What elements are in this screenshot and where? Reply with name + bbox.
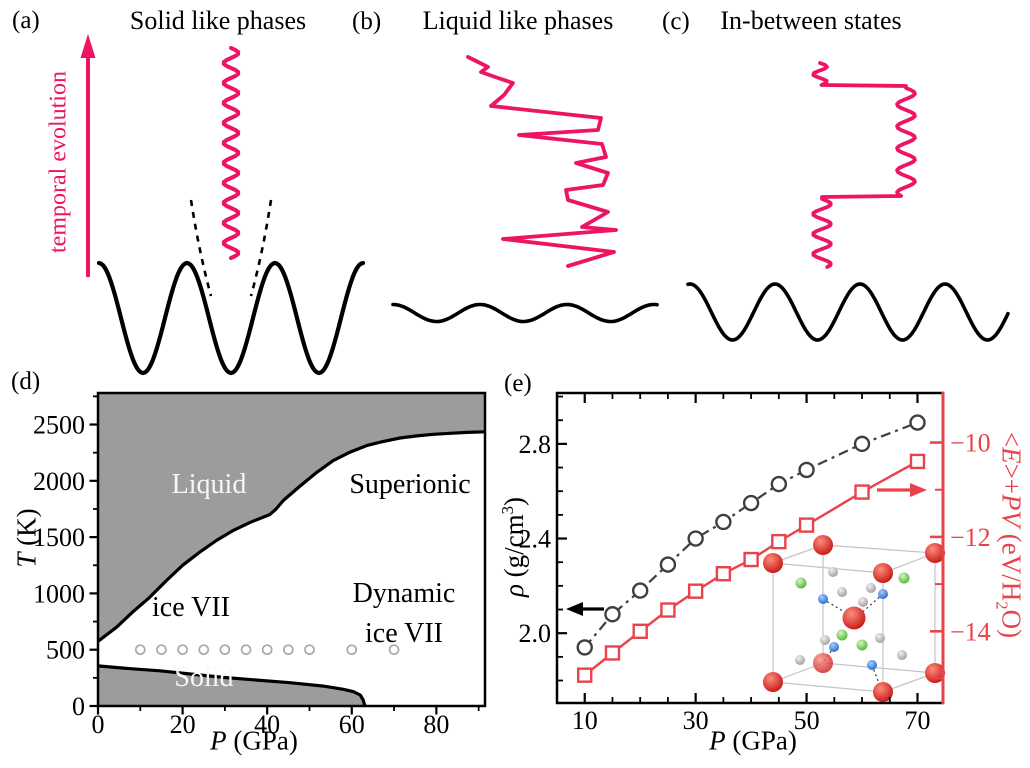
svg-text:80: 80	[423, 710, 449, 739]
phase-diagram: 0 20 40 60 80 0 500 1000 1500 2000 2500	[33, 391, 487, 739]
panel-a-art	[80, 34, 366, 376]
phase-diagram-xaxis-title: P (GPa)	[210, 726, 298, 757]
p-unit-d: (GPa)	[226, 725, 298, 756]
yr-V: V	[996, 510, 1027, 528]
density-energy-plot: 10 30 50 70 2.0 2.4 2.8 −10 −12 −14	[519, 391, 991, 735]
panel-c-label: (c)	[662, 8, 690, 35]
density-plot-right-axis: −10 −12 −14	[930, 429, 991, 680]
rho-unit-2: )	[499, 496, 529, 506]
svg-text:0: 0	[72, 692, 85, 721]
panel-d-label: (d)	[11, 368, 41, 395]
panel-b-title: Liquid like phases	[422, 6, 614, 35]
p-symbol-e: P	[709, 725, 726, 756]
svg-text:60: 60	[339, 710, 365, 739]
svg-text:−14: −14	[950, 617, 991, 646]
phase-diagram-x-axis: 0 20 40 60 80	[92, 706, 480, 739]
liquid-trajectory	[466, 55, 618, 268]
yr-4: O)	[996, 609, 1027, 639]
dashed-parabola-left	[189, 199, 213, 297]
yr-E: E	[996, 447, 1027, 464]
svg-text:50: 50	[794, 706, 820, 735]
svg-text:2000: 2000	[33, 467, 85, 496]
panel-e-label: (e)	[504, 370, 532, 397]
svg-text:0: 0	[92, 710, 105, 739]
svg-text:1500: 1500	[33, 523, 85, 552]
rho-unit-sup: 3	[498, 505, 517, 515]
solid-trajectory-wiggle	[221, 46, 241, 260]
phase-diagram-yaxis-title: T (K)	[12, 508, 43, 567]
simulation-state-points	[134, 644, 400, 656]
panel-c-title: In-between states	[720, 6, 902, 35]
left-axis-arrow	[566, 602, 604, 616]
yr-2: >+	[996, 463, 1027, 495]
svg-text:1000: 1000	[33, 579, 85, 608]
density-series	[576, 414, 926, 656]
svg-text:2.0: 2.0	[519, 619, 552, 648]
melting-line	[97, 430, 486, 643]
temporal-evolution-arrowhead	[80, 34, 96, 58]
svg-text:500: 500	[46, 636, 85, 665]
svg-text:30: 30	[683, 706, 709, 735]
panel-a-label: (a)	[12, 7, 40, 34]
density-plot-x-axis: 10 30 50 70	[572, 393, 930, 735]
svg-text:−12: −12	[950, 523, 991, 552]
svg-text:2.4: 2.4	[519, 525, 552, 554]
region-label-superionic: Superionic	[349, 469, 471, 500]
dashed-parabola-right	[249, 199, 273, 297]
solid-boundary-line	[97, 664, 367, 707]
yr-1: <	[996, 431, 1027, 448]
rho-symbol: ρ	[499, 584, 529, 598]
region-label-dynamic-ice-vii: Dynamic ice VII	[353, 574, 456, 654]
svg-text:2.8: 2.8	[519, 430, 552, 459]
p-unit-e: (GPa)	[725, 725, 797, 756]
svg-text:70: 70	[904, 706, 930, 735]
svg-text:2500: 2500	[33, 411, 85, 440]
dynamic-line1: Dynamic	[352, 578, 456, 609]
t-symbol: T	[11, 552, 42, 568]
yr-P: P	[996, 494, 1027, 511]
svg-text:40: 40	[254, 710, 280, 739]
panel-b-label: (b)	[352, 8, 382, 35]
yr-3: (eV/H	[996, 527, 1027, 602]
svg-text:−10: −10	[950, 429, 991, 458]
panel-c-art	[686, 61, 1010, 342]
enthalpy-series	[577, 453, 926, 683]
dynamic-line2: ice VII	[364, 618, 443, 649]
region-label-ice-vii: ice VII	[152, 592, 230, 623]
crystal-structure-inset	[763, 535, 945, 702]
t-unit: (K)	[11, 508, 42, 553]
panel-a-title: Solid like phases	[129, 6, 307, 35]
yr-sub: 2	[992, 601, 1012, 610]
region-label-liquid: Liquid	[171, 469, 247, 500]
in-between-trajectory	[811, 61, 917, 269]
right-axis-arrow	[877, 483, 927, 497]
svg-text:10: 10	[572, 706, 598, 735]
rho-unit-1: (g/cm	[499, 514, 529, 585]
solid-region-fill	[98, 665, 365, 706]
region-label-solid: Solid	[174, 662, 234, 693]
density-plot-left-yaxis-title: ρ (g/cm3)	[498, 497, 530, 597]
density-plot-xaxis-title: P (GPa)	[709, 726, 797, 757]
density-plot-right-yaxis-title: <E>+PV (eV/H2O)	[991, 432, 1026, 638]
panel-b-art	[391, 55, 659, 324]
p-symbol-d: P	[210, 725, 227, 756]
phase-diagram-y-axis: 0 500 1000 1500 2000 2500	[33, 395, 98, 721]
density-plot-left-axis: 2.0 2.4 2.8	[519, 395, 567, 682]
temporal-evolution-label: temporal evolution	[45, 71, 72, 253]
liquid-region-fill	[98, 393, 485, 642]
svg-text:20: 20	[170, 710, 196, 739]
